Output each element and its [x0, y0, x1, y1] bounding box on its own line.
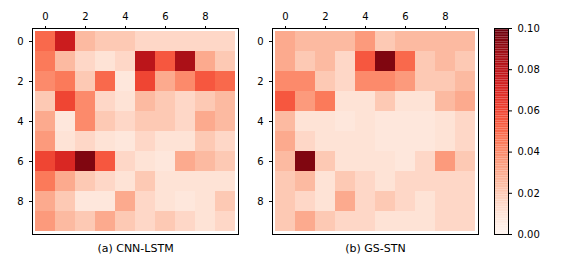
svg-text:0.04: 0.04 [518, 146, 540, 157]
svg-text:2: 2 [257, 76, 263, 87]
svg-text:8: 8 [442, 11, 448, 22]
svg-text:0: 0 [257, 36, 263, 47]
svg-text:4: 4 [17, 116, 23, 127]
svg-text:2: 2 [17, 76, 23, 87]
svg-text:(b) GS-STN: (b) GS-STN [345, 242, 405, 255]
svg-text:0: 0 [282, 11, 288, 22]
svg-text:0.00: 0.00 [518, 229, 540, 240]
svg-text:0.10: 0.10 [518, 23, 540, 34]
svg-text:6: 6 [17, 156, 23, 167]
svg-text:(a) CNN-LSTM: (a) CNN-LSTM [97, 242, 173, 255]
svg-text:0.08: 0.08 [518, 64, 540, 75]
svg-text:8: 8 [257, 196, 263, 207]
svg-text:0.02: 0.02 [518, 188, 540, 199]
svg-text:2: 2 [82, 11, 88, 22]
svg-text:0: 0 [42, 11, 48, 22]
svg-text:4: 4 [122, 11, 128, 22]
svg-text:0.06: 0.06 [518, 105, 540, 116]
svg-text:6: 6 [402, 11, 408, 22]
svg-text:4: 4 [362, 11, 368, 22]
svg-text:4: 4 [257, 116, 263, 127]
svg-text:2: 2 [322, 11, 328, 22]
svg-text:6: 6 [257, 156, 263, 167]
svg-text:8: 8 [17, 196, 23, 207]
svg-text:8: 8 [202, 11, 208, 22]
svg-text:6: 6 [162, 11, 168, 22]
svg-text:0: 0 [17, 36, 23, 47]
